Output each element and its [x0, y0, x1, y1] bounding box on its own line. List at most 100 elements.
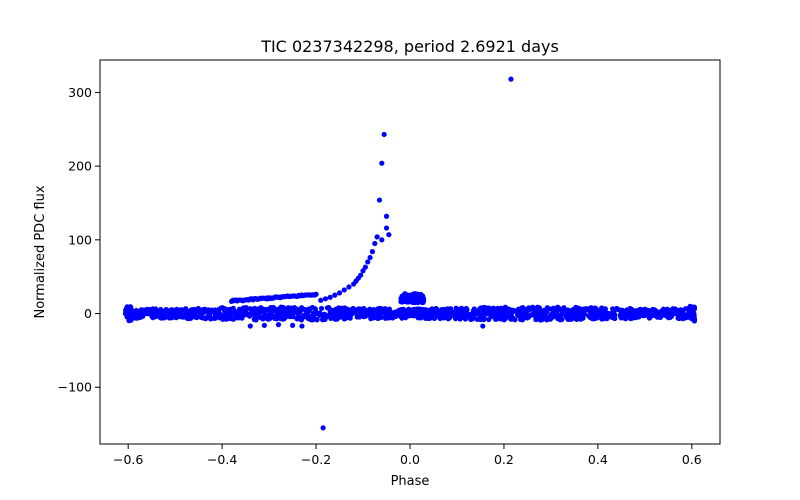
data-point: [499, 312, 506, 318]
data-point: [479, 315, 486, 322]
data-point: [383, 225, 390, 231]
data-point: [200, 315, 206, 321]
data-point: [223, 309, 229, 315]
data-point: [257, 307, 263, 313]
x-axis-label: Phase: [391, 474, 430, 489]
data-point: [322, 296, 329, 302]
data-point: [424, 307, 430, 313]
data-point: [440, 313, 446, 319]
data-point: [593, 315, 599, 321]
data-point: [290, 314, 296, 320]
data-point: [448, 306, 454, 312]
data-point: [480, 323, 486, 329]
data-point: [508, 76, 514, 82]
data-point: [589, 311, 595, 317]
data-point: [555, 315, 561, 322]
data-point: [474, 316, 480, 322]
data-point: [247, 323, 253, 329]
data-point: [318, 305, 325, 312]
data-point: [534, 304, 541, 310]
data-point: [401, 312, 408, 318]
data-point: [668, 310, 675, 316]
data-point: [232, 310, 238, 316]
data-point: [284, 308, 290, 314]
data-point: [166, 314, 173, 320]
data-point: [617, 313, 624, 319]
data-point: [566, 313, 572, 319]
data-point: [314, 316, 320, 323]
data-point: [365, 312, 371, 318]
data-point: [367, 306, 373, 313]
data-point: [508, 309, 514, 315]
data-point: [533, 309, 539, 315]
data-point: [276, 314, 282, 320]
x-axis-ticks: −0.6 −0.4 −0.2 0.0 0.2 0.4 0.6: [113, 444, 702, 467]
data-point: [231, 315, 237, 321]
data-point: [464, 307, 470, 313]
data-point: [510, 316, 517, 322]
data-point: [306, 313, 312, 320]
data-point: [614, 306, 620, 312]
data-point: [275, 322, 282, 328]
data-point: [402, 298, 409, 304]
data-point: [176, 309, 182, 315]
data-point: [485, 305, 491, 311]
data-point: [513, 308, 519, 314]
data-point: [610, 314, 616, 321]
data-point: [135, 315, 141, 321]
data-point: [405, 293, 412, 299]
data-point: [565, 307, 571, 313]
y-tick-label: −100: [58, 380, 92, 395]
data-point: [434, 306, 440, 312]
data-point: [452, 315, 459, 321]
data-point: [332, 292, 338, 298]
data-point: [365, 259, 371, 265]
data-point: [628, 306, 635, 313]
data-point: [580, 315, 586, 321]
data-point: [459, 314, 465, 321]
data-point: [236, 313, 242, 319]
data-point: [369, 249, 376, 255]
data-point: [493, 316, 499, 322]
x-tick-label: −0.4: [207, 452, 237, 467]
data-point: [670, 306, 676, 312]
data-point: [491, 305, 497, 311]
data-point: [500, 316, 507, 322]
chart-title: TIC 0237342298, period 2.6921 days: [260, 37, 559, 56]
data-point: [374, 234, 380, 240]
data-point: [491, 309, 497, 315]
data-point: [230, 305, 236, 311]
data-point: [183, 309, 189, 315]
data-point: [481, 308, 487, 314]
data-point: [273, 307, 279, 314]
data-point: [383, 213, 390, 219]
data-point: [372, 310, 378, 316]
data-point: [544, 316, 550, 323]
data-point: [343, 315, 349, 321]
data-point: [601, 316, 607, 322]
data-point: [672, 310, 679, 316]
data-point: [327, 294, 333, 300]
data-point: [439, 308, 445, 314]
data-point: [523, 307, 530, 313]
data-point: [240, 305, 247, 311]
data-point: [424, 315, 430, 321]
data-points: [122, 76, 698, 431]
data-point: [372, 240, 378, 247]
data-point: [342, 305, 348, 311]
data-point: [689, 315, 695, 322]
data-point: [305, 308, 311, 314]
y-tick-label: 300: [68, 85, 92, 100]
data-point: [390, 314, 396, 320]
x-tick-label: 0.0: [400, 452, 420, 467]
data-point: [408, 307, 414, 313]
data-point: [348, 307, 354, 313]
data-point: [677, 308, 683, 314]
data-point: [541, 307, 547, 313]
data-point: [289, 322, 296, 328]
x-tick-label: 0.4: [588, 452, 608, 467]
data-point: [621, 311, 628, 318]
data-point: [429, 311, 435, 317]
data-point: [646, 309, 653, 315]
